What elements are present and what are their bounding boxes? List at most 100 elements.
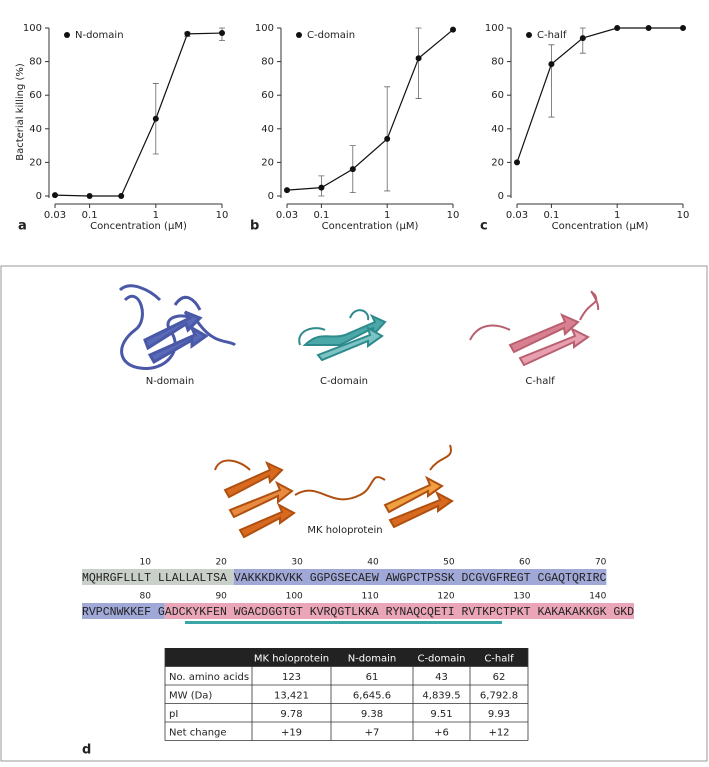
sequence-region — [82, 569, 234, 585]
x-tick-label: 10 — [677, 210, 690, 221]
y-tick-label: 100 — [23, 23, 42, 34]
y-tick-label: 60 — [261, 90, 274, 101]
y-tick-label: 80 — [29, 57, 42, 68]
table-cell: +12 — [488, 727, 509, 738]
x-tick-label: 10 — [447, 210, 460, 221]
table-cell: 9.93 — [488, 709, 510, 720]
data-point — [284, 187, 290, 194]
data-point — [86, 193, 93, 199]
structure-label: C-half — [525, 376, 555, 387]
residue-number: 30 — [291, 558, 303, 568]
x-tick-label: 0.1 — [543, 210, 559, 221]
sequence-text: VAKKKDKVKK GGPGSECAEW AWGPCTPSSK DCGVGFR… — [234, 572, 607, 585]
table-cell: 6,792.8 — [480, 690, 518, 701]
x-axis-label: Concentration (μM) — [322, 221, 419, 232]
table-cell: MW (Da) — [169, 690, 212, 701]
table-cell: 62 — [493, 672, 506, 683]
panel-label: c — [480, 219, 488, 234]
residue-number: 130 — [513, 592, 530, 602]
table-cell: Net change — [169, 727, 227, 738]
x-tick-label: 0.1 — [313, 210, 329, 221]
table-cell: +19 — [281, 727, 302, 738]
sequence-text: ADCKYKFEN WGACDGGTGT KVRQGTLKKA RYNAQCQE… — [165, 606, 634, 619]
data-point — [450, 26, 456, 33]
data-point — [548, 61, 555, 68]
data-line — [516, 27, 683, 163]
y-axis-label: Bacterial killing (%) — [15, 63, 26, 161]
y-tick-label: 0 — [268, 191, 274, 202]
data-line — [286, 29, 454, 191]
data-point — [645, 25, 652, 31]
structure-label: MK holoprotein — [307, 525, 382, 536]
c-domain-structure — [298, 309, 387, 362]
y-tick-label: 0 — [498, 191, 504, 202]
table-cell: 9.51 — [430, 709, 452, 720]
sequence-region — [164, 603, 635, 619]
data-point — [514, 159, 520, 166]
table-header-bg — [165, 648, 528, 667]
y-tick-label: 0 — [36, 191, 42, 202]
data-point — [680, 25, 686, 31]
sequence-region — [233, 569, 607, 585]
panel-d-frame — [0, 265, 708, 762]
y-tick-label: 40 — [491, 124, 504, 135]
sequence-region — [82, 603, 165, 619]
legend-label: C-half — [537, 30, 567, 41]
table-cell: 61 — [366, 672, 379, 683]
table-cell: pI — [169, 709, 178, 720]
data-point — [579, 35, 586, 42]
y-tick-label: 100 — [255, 23, 274, 34]
x-tick-label: 1 — [153, 210, 159, 221]
y-tick-label: 80 — [261, 57, 274, 68]
table-header: N-domain — [348, 653, 397, 664]
table-cell: 9.78 — [280, 709, 302, 720]
data-point — [349, 166, 356, 173]
table-cell: 6,645.6 — [353, 690, 391, 701]
c-half-structure — [469, 290, 600, 367]
structure-label: N-domain — [146, 376, 195, 387]
residue-number: 10 — [140, 558, 152, 568]
y-tick-label: 40 — [29, 124, 42, 135]
data-point — [614, 25, 621, 31]
residue-number: 120 — [437, 592, 454, 602]
table-header: MK holoprotein — [254, 653, 329, 664]
residue-number: 110 — [362, 592, 379, 602]
panel-label: a — [18, 219, 27, 234]
residue-number: 60 — [519, 558, 531, 568]
x-tick-label: 1 — [384, 210, 390, 221]
residue-number: 100 — [286, 592, 303, 602]
data-point — [384, 135, 391, 142]
legend-marker — [296, 32, 302, 38]
panel-label: b — [250, 219, 259, 234]
residue-number: 50 — [443, 558, 455, 568]
legend-marker — [526, 32, 532, 38]
x-axis-label: Concentration (μM) — [90, 221, 187, 232]
sequence-text: MQHRGFLLLT LLALLALTSA — [82, 572, 227, 585]
table-cell: +7 — [365, 727, 380, 738]
x-tick-label: 0.03 — [506, 210, 528, 221]
table-header: C-domain — [417, 653, 465, 664]
sequence-text: RVPCNWKKEF G — [82, 606, 165, 619]
legend-label: N-domain — [75, 30, 124, 41]
y-tick-label: 60 — [491, 90, 504, 101]
table-cell: +6 — [434, 727, 449, 738]
residue-number: 70 — [595, 558, 607, 568]
error-bar — [548, 44, 555, 118]
data-point — [118, 193, 125, 199]
x-tick-label: 0.03 — [44, 210, 66, 221]
data-point — [52, 192, 58, 199]
table-cell: 4,839.5 — [422, 690, 460, 701]
y-tick-label: 80 — [491, 57, 504, 68]
table-cell: 9.38 — [361, 709, 383, 720]
data-point — [184, 30, 191, 37]
data-point — [415, 55, 422, 62]
residue-number: 40 — [367, 558, 379, 568]
y-tick-label: 20 — [29, 157, 42, 168]
y-tick-label: 100 — [485, 23, 504, 34]
y-tick-label: 20 — [261, 157, 274, 168]
data-point — [152, 115, 159, 122]
x-tick-label: 10 — [216, 210, 229, 221]
structure-label: C-domain — [320, 376, 368, 387]
